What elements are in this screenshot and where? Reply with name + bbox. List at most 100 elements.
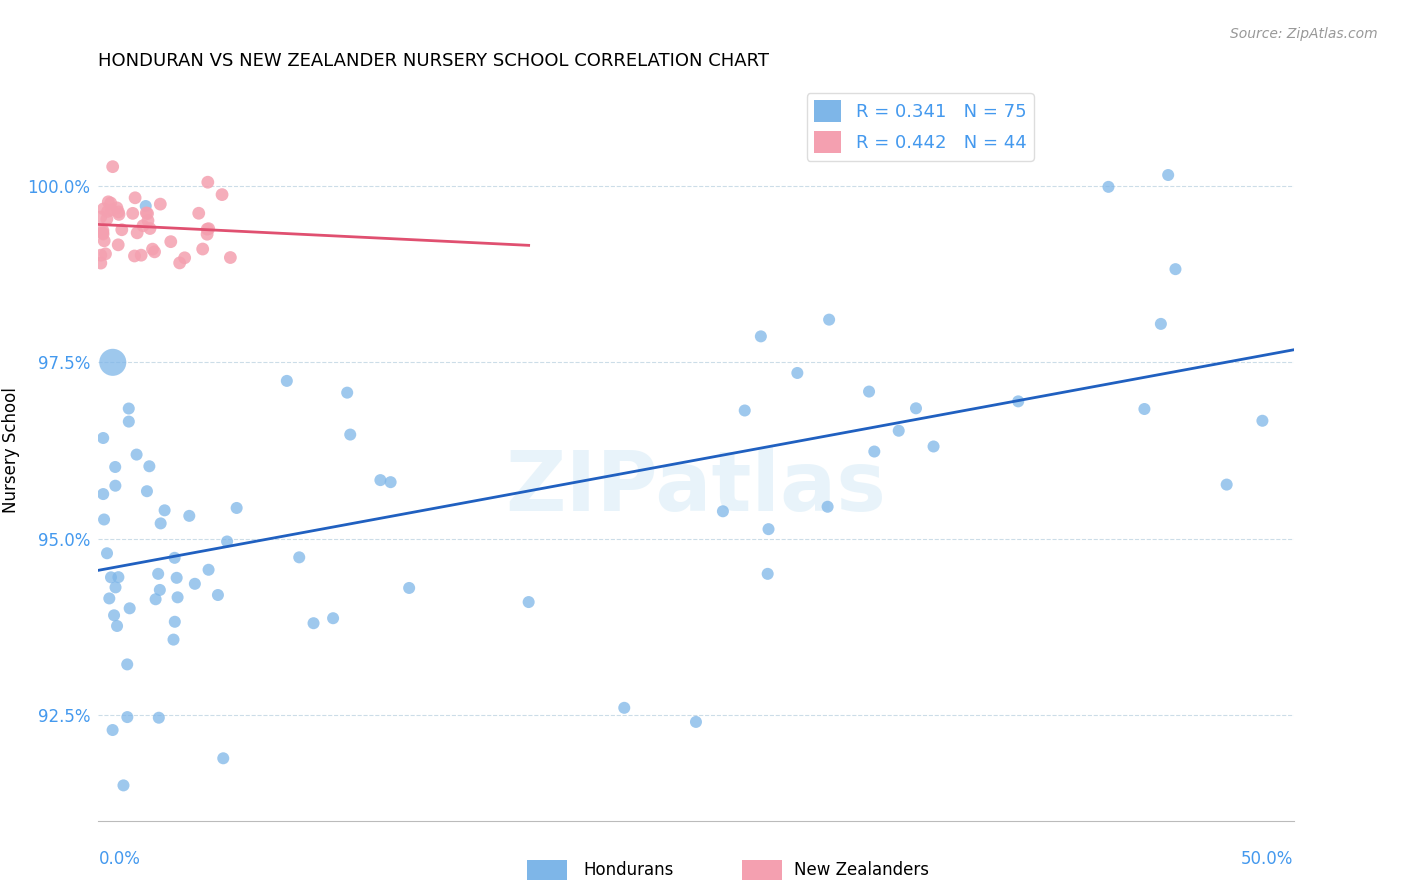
Point: [758, 522, 780, 536]
Point: [107, 237, 129, 252]
Text: Source: ZipAtlas.com: Source: ZipAtlas.com: [1230, 27, 1378, 41]
Point: [195, 222, 218, 236]
Point: [187, 206, 209, 220]
Point: [1097, 179, 1119, 194]
Point: [90, 248, 112, 262]
Point: [179, 508, 201, 523]
Point: [97, 194, 120, 209]
Point: [756, 566, 779, 581]
Point: [322, 611, 344, 625]
Point: [163, 615, 186, 629]
Point: [166, 591, 188, 605]
Point: [100, 203, 122, 218]
Point: [136, 213, 159, 227]
Point: [93, 234, 115, 248]
Point: [1215, 477, 1237, 491]
Point: [111, 223, 134, 237]
Point: [149, 582, 172, 597]
Point: [107, 205, 129, 219]
Point: [162, 632, 184, 647]
Point: [1157, 168, 1180, 182]
Point: [197, 221, 219, 235]
Point: [118, 401, 141, 416]
Point: [904, 401, 927, 416]
Point: [139, 221, 162, 235]
Point: [166, 571, 188, 585]
Point: [105, 619, 128, 633]
Point: [1007, 394, 1029, 409]
Point: [117, 710, 139, 724]
Point: [1133, 402, 1156, 417]
Point: [118, 415, 141, 429]
Point: [336, 385, 359, 400]
Point: [98, 591, 121, 606]
Point: [124, 249, 146, 263]
Point: [163, 550, 186, 565]
Point: [685, 714, 707, 729]
Point: [217, 534, 239, 549]
Point: [115, 657, 138, 672]
Point: [108, 207, 131, 221]
Point: [101, 723, 124, 737]
Point: [105, 201, 128, 215]
Point: [288, 550, 311, 565]
Point: [104, 580, 127, 594]
Point: [711, 504, 734, 518]
Point: [96, 546, 118, 560]
Point: [104, 460, 127, 475]
Point: [191, 242, 214, 256]
Point: [225, 500, 247, 515]
Point: [211, 187, 233, 202]
Point: [136, 206, 159, 220]
Point: [302, 616, 325, 631]
Point: [93, 512, 115, 526]
Point: [398, 581, 420, 595]
Point: [138, 459, 160, 474]
Point: [132, 219, 155, 233]
Point: [184, 576, 207, 591]
Point: [90, 256, 112, 270]
Text: 0.0%: 0.0%: [98, 850, 141, 868]
Y-axis label: Nursery School: Nursery School: [3, 387, 20, 514]
Point: [219, 251, 242, 265]
Point: [136, 484, 159, 499]
Point: [786, 366, 808, 380]
Point: [148, 566, 170, 581]
Point: [103, 608, 125, 623]
Point: [91, 227, 114, 241]
Point: [1150, 317, 1173, 331]
Point: [135, 199, 157, 213]
Point: [159, 235, 181, 249]
Point: [125, 448, 148, 462]
Point: [94, 247, 117, 261]
Point: [101, 355, 124, 369]
Point: [141, 242, 163, 256]
Point: [104, 479, 127, 493]
Point: [149, 516, 172, 531]
Point: [197, 563, 219, 577]
Point: [1251, 414, 1274, 428]
Point: [135, 206, 157, 220]
Point: [517, 595, 540, 609]
Point: [922, 440, 945, 454]
Text: New Zealanders: New Zealanders: [794, 861, 929, 879]
Point: [100, 570, 122, 584]
Point: [100, 196, 122, 211]
Point: [93, 202, 115, 216]
Point: [101, 160, 124, 174]
Point: [863, 444, 886, 458]
Point: [858, 384, 880, 399]
Point: [613, 701, 636, 715]
Point: [380, 475, 402, 490]
Text: ZIPatlas: ZIPatlas: [506, 447, 886, 528]
Point: [818, 312, 841, 326]
Point: [91, 431, 114, 445]
Point: [195, 227, 218, 242]
Point: [107, 570, 129, 584]
Text: HONDURAN VS NEW ZEALANDER NURSERY SCHOOL CORRELATION CHART: HONDURAN VS NEW ZEALANDER NURSERY SCHOOL…: [98, 53, 769, 70]
Point: [143, 244, 166, 259]
Point: [118, 601, 141, 615]
Point: [112, 778, 135, 792]
Point: [129, 248, 152, 262]
Point: [148, 711, 170, 725]
